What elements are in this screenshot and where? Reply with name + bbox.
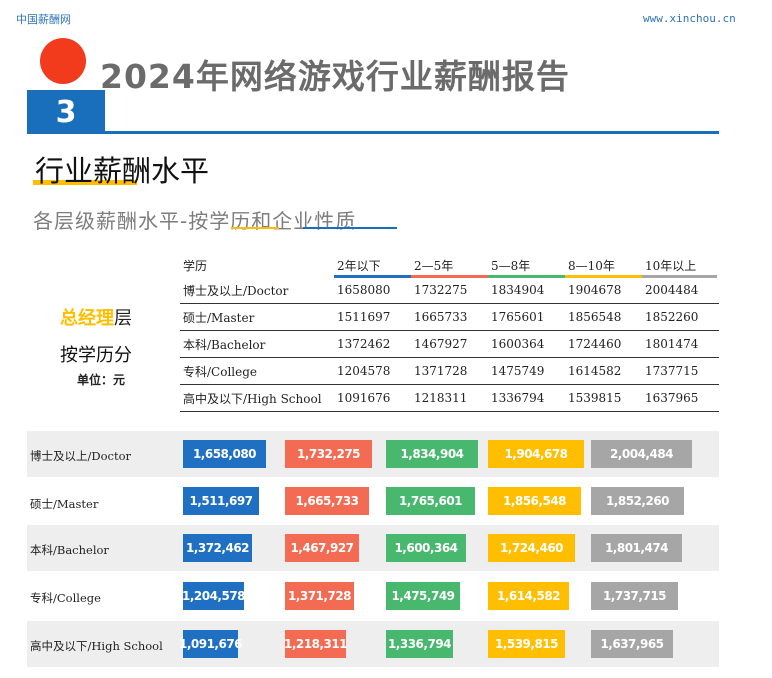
chart-bar: 1,371,728 xyxy=(285,582,354,610)
table-cell: 1904678 xyxy=(565,277,642,304)
table-row: 高中及以下/High School 1091676 1218311 1336794 15… xyxy=(180,384,719,412)
chart-category-label: 专科/College xyxy=(30,591,101,605)
table-cell: 1737715 xyxy=(642,357,719,385)
table-cell: 1204578 xyxy=(334,357,411,385)
site-url-right[interactable]: www.xinchou.cn xyxy=(643,12,736,25)
table-cell: 1732275 xyxy=(411,277,488,304)
chart-bar: 1,372,462 xyxy=(183,534,252,562)
chart-bar: 1,737,715 xyxy=(591,582,678,610)
table-cell: 1637965 xyxy=(642,384,719,412)
table-header-row: 学历 2年以下 2—5年 5—8年 8—10年 10年以上 xyxy=(180,253,719,278)
table-cell: 1336794 xyxy=(488,384,565,412)
chart-bar: 1,600,364 xyxy=(386,534,466,562)
chart-bar: 1,724,460 xyxy=(488,534,575,562)
table-header-cell: 学历 xyxy=(183,258,208,273)
level-label: 总经理层 xyxy=(60,304,132,330)
table-header-cell: 2—5年 xyxy=(411,253,489,278)
table-cell: 本科/Bachelor xyxy=(180,330,334,358)
section-title-underline xyxy=(33,180,137,185)
chart-bar: 1,665,733 xyxy=(285,487,369,515)
table-row: 博士及以上/Doctor 1658080 1732275 1834904 1904678… xyxy=(180,277,719,304)
unit-label: 单位：元 xyxy=(77,373,126,387)
chart-bar: 1,834,904 xyxy=(386,440,478,468)
table-header-cell: 5—8年 xyxy=(488,253,566,278)
table-cell: 2004484 xyxy=(642,277,719,304)
chart-bar: 1,658,080 xyxy=(183,440,266,468)
chart-bar: 1,336,794 xyxy=(386,630,453,658)
table-cell: 1511697 xyxy=(334,303,411,331)
table-header-cell: 10年以上 xyxy=(642,253,719,278)
table-cell: 1372462 xyxy=(334,330,411,358)
table-cell: 1665733 xyxy=(411,303,488,331)
table-cell: 1218311 xyxy=(411,384,488,412)
table-cell: 专科/College xyxy=(180,357,334,385)
chart-bar: 1,218,311 xyxy=(284,630,348,658)
table-cell: 博士及以上/Doctor xyxy=(180,277,334,304)
table-row: 专科/College 1204578 1371728 1475749 1614582 17… xyxy=(180,357,719,385)
chart-category-label: 硕士/Master xyxy=(30,497,99,511)
site-name-left: 中国薪酬网 xyxy=(16,13,71,26)
chart-bar: 1,765,601 xyxy=(386,487,475,515)
red-circle-icon xyxy=(40,38,86,84)
chart-bar: 1,539,815 xyxy=(488,630,565,658)
chart-category-label: 高中及以下/High School xyxy=(30,639,163,653)
table-cell: 1765601 xyxy=(488,303,565,331)
chart-bar: 1,732,275 xyxy=(285,440,372,468)
chart-bar: 1,856,548 xyxy=(488,487,581,515)
chart-bar: 2,004,484 xyxy=(591,440,692,468)
chart-category-label: 博士及以上/Doctor xyxy=(30,449,132,463)
chart-bar: 1,614,582 xyxy=(488,582,569,610)
section-title: 行业薪酬水平 xyxy=(35,154,210,188)
table-cell: 1539815 xyxy=(565,384,642,412)
level-suffix: 层 xyxy=(114,308,132,329)
grouping-label: 按学历分 xyxy=(60,345,132,366)
table-cell: 1614582 xyxy=(565,357,642,385)
title-divider xyxy=(105,131,719,134)
table-cell: 1467927 xyxy=(411,330,488,358)
section-number: 3 xyxy=(27,90,105,134)
salary-table: 学历 2年以下 2—5年 5—8年 8—10年 10年以上 博士及以上/Doct… xyxy=(180,253,719,412)
chart-bar: 1,091,676 xyxy=(179,630,243,658)
table-row: 本科/Bachelor 1372462 1467927 1600364 1724460 1… xyxy=(180,330,719,358)
report-title: 2024年网络游戏行业薪酬报告 xyxy=(100,57,570,96)
table-cell: 1801474 xyxy=(642,330,719,358)
subtitle-underline-2 xyxy=(303,227,397,229)
table-cell: 1600364 xyxy=(488,330,565,358)
chart-bar: 1,511,697 xyxy=(183,487,259,515)
chart-bar: 1,637,965 xyxy=(591,630,673,658)
table-cell: 1371728 xyxy=(411,357,488,385)
chart-bar: 1,801,474 xyxy=(591,534,682,562)
subtitle-underline-1 xyxy=(231,227,279,229)
chart-bar: 1,467,927 xyxy=(285,534,359,562)
chart-bar: 1,852,260 xyxy=(591,487,684,515)
table-row: 硕士/Master 1511697 1665733 1765601 1856548 185… xyxy=(180,303,719,331)
chart-bar: 1,904,678 xyxy=(488,440,584,468)
chart-category-label: 本科/Bachelor xyxy=(30,543,109,557)
table-cell: 1852260 xyxy=(642,303,719,331)
chart-bar: 1,204,578 xyxy=(182,582,246,610)
table-cell: 1724460 xyxy=(565,330,642,358)
table-header-cell: 8—10年 xyxy=(565,253,643,278)
table-cell: 1834904 xyxy=(488,277,565,304)
table-cell: 高中及以下/High School xyxy=(180,384,334,412)
table-cell: 1475749 xyxy=(488,357,565,385)
table-cell: 1091676 xyxy=(334,384,411,412)
table-cell: 1856548 xyxy=(565,303,642,331)
table-cell: 硕士/Master xyxy=(180,303,334,331)
table-header-cell: 2年以下 xyxy=(334,253,412,278)
subtitle: 各层级薪酬水平-按学历和企业性质 xyxy=(33,209,357,233)
table-cell: 1658080 xyxy=(334,277,411,304)
level-highlight: 总经理 xyxy=(60,308,114,329)
chart-bar: 1,475,749 xyxy=(386,582,460,610)
